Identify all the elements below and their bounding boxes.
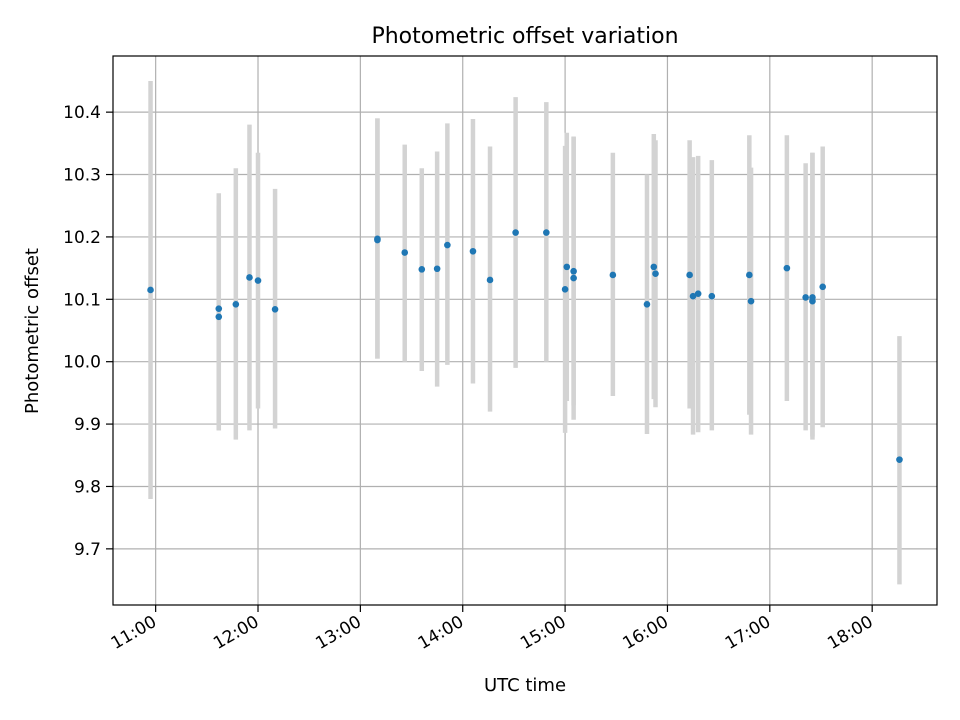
data-point [271,305,279,313]
error-bars [148,80,902,585]
data-point [570,274,577,282]
data-point [650,263,658,271]
y-tick-label: 10.0 [63,353,101,373]
y-tick-label: 10.1 [63,290,101,310]
data-point [708,292,716,300]
data-points [147,229,903,463]
data-point [512,229,519,236]
x-tick-label: 17:00 [722,612,774,654]
y-tick-label: 9.9 [74,415,101,435]
data-point [686,271,693,279]
data-point [543,229,550,236]
y-tick-label: 10.2 [63,228,101,248]
x-tick-label: 11:00 [108,612,160,654]
data-point [433,265,441,273]
y-axis-label: Photometric offset [22,248,43,414]
data-point [246,274,253,281]
data-point [689,292,697,300]
data-point [643,300,651,308]
x-tick-label: 16:00 [620,612,672,654]
data-point [486,276,494,284]
x-axis-label: UTC time [484,675,566,696]
y-tick-label: 10.3 [63,166,101,186]
x-tick-label: 15:00 [517,612,569,654]
data-point [215,313,223,321]
y-axis-ticks: 9.7 9.8 9.9 10.0 10.1 10.2 10.3 10.4 [63,103,113,560]
y-tick-label: 9.7 [74,540,101,560]
plot-frame [112,55,938,606]
data-point [374,236,381,244]
data-point [570,267,577,275]
data-point [147,286,154,294]
data-point [418,266,426,273]
data-point [254,277,262,284]
data-point [802,294,809,301]
data-point [609,271,617,279]
data-point [896,456,903,463]
data-point [819,283,826,291]
x-tick-label: 14:00 [415,612,467,654]
data-point [746,271,753,279]
y-tick-label: 9.8 [74,477,101,497]
y-tick-label: 10.4 [63,103,101,123]
x-tick-label: 13:00 [312,612,364,654]
chart-title: Photometric offset variation [371,24,678,49]
x-tick-label: 18:00 [824,612,876,654]
data-point [561,286,569,293]
x-tick-label: 12:00 [210,612,262,654]
data-point [215,305,223,312]
data-point [401,249,409,256]
data-point [444,241,451,249]
data-point [652,270,659,278]
data-point [809,294,816,301]
data-point [232,300,240,308]
data-point [469,247,477,255]
data-point [694,290,702,297]
data-point [747,297,755,305]
data-point [783,264,791,272]
data-point [563,263,571,271]
x-axis-ticks: 11:00 12:00 13:00 14:00 15:00 16:00 17:00 18:00 [108,605,877,654]
